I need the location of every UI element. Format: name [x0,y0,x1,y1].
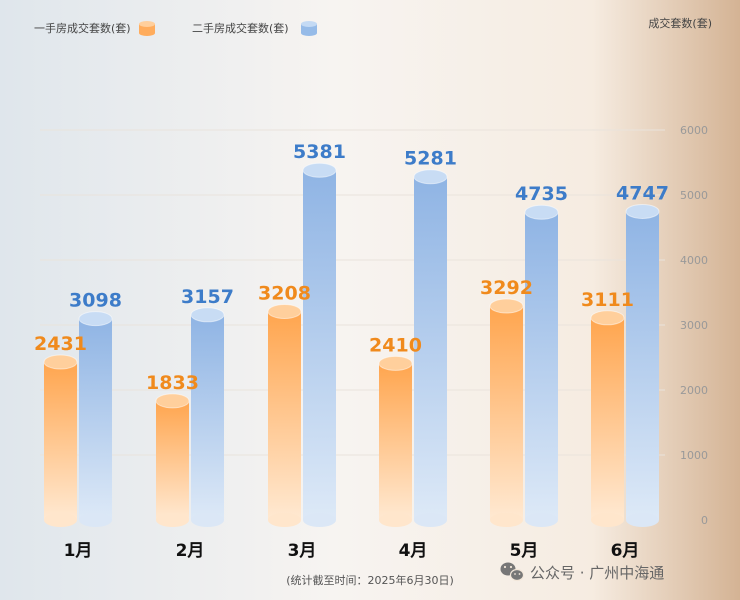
bar-new-homes [489,298,524,527]
y-tick-label: 1000 [680,449,708,462]
legend-swatch-new-homes [139,21,155,36]
data-label-new-homes: 3208 [258,282,311,304]
legend-label-new-homes: 一手房成交套数(套) [34,21,131,35]
data-label-new-homes: 1833 [146,372,199,394]
data-label-resale-homes: 3098 [69,290,122,312]
data-label-resale-homes: 5281 [404,148,457,170]
data-label-new-homes: 2431 [34,333,87,355]
x-tick-label: 3月 [288,541,317,561]
bar-new-homes [590,310,625,527]
legend-label-resale-homes: 二手房成交套数(套) [192,21,289,35]
y-tick-label: 6000 [680,124,708,137]
data-label-new-homes: 3111 [581,289,634,311]
data-label-resale-homes: 5381 [293,141,346,163]
wechat-icon [500,562,525,582]
x-tick-label: 2月 [176,541,205,561]
watermark-text: 公众号 · 广州中海通 [530,564,664,582]
y-tick-label: 0 [701,514,708,527]
x-tick-label: 4月 [399,541,428,561]
data-label-resale-homes: 3157 [181,286,234,308]
x-tick-label: 1月 [64,541,93,561]
y-tick-label: 5000 [680,189,708,202]
x-tick-label: 6月 [611,541,640,561]
bar-resale-homes [190,307,225,527]
footnote-stat-date: (统计截至时间：2025年6月30日) [286,573,454,587]
y-tick-label: 4000 [680,254,708,267]
bar-resale-homes [413,169,448,527]
bar-resale-homes [78,311,113,527]
x-tick-label: 5月 [510,541,539,561]
data-label-new-homes: 2410 [369,334,422,356]
bar-new-homes [378,355,413,527]
data-label-new-homes: 3292 [480,277,533,299]
bar-new-homes [155,393,190,527]
y-tick-label: 3000 [680,319,708,332]
bar-resale-homes [302,162,337,527]
y-tick-label: 2000 [680,384,708,397]
legend-swatch-resale-homes [301,21,317,36]
y-axis-unit-label: 成交套数(套) [648,16,712,30]
data-label-resale-homes: 4747 [616,182,669,204]
bar-resale-homes [524,204,559,527]
bar-new-homes [43,354,78,527]
bar-resale-homes [625,203,660,527]
bar-new-homes [267,303,302,527]
data-label-resale-homes: 4735 [515,183,568,205]
chart-legend: 一手房成交套数(套) 二手房成交套数(套) [34,21,317,36]
